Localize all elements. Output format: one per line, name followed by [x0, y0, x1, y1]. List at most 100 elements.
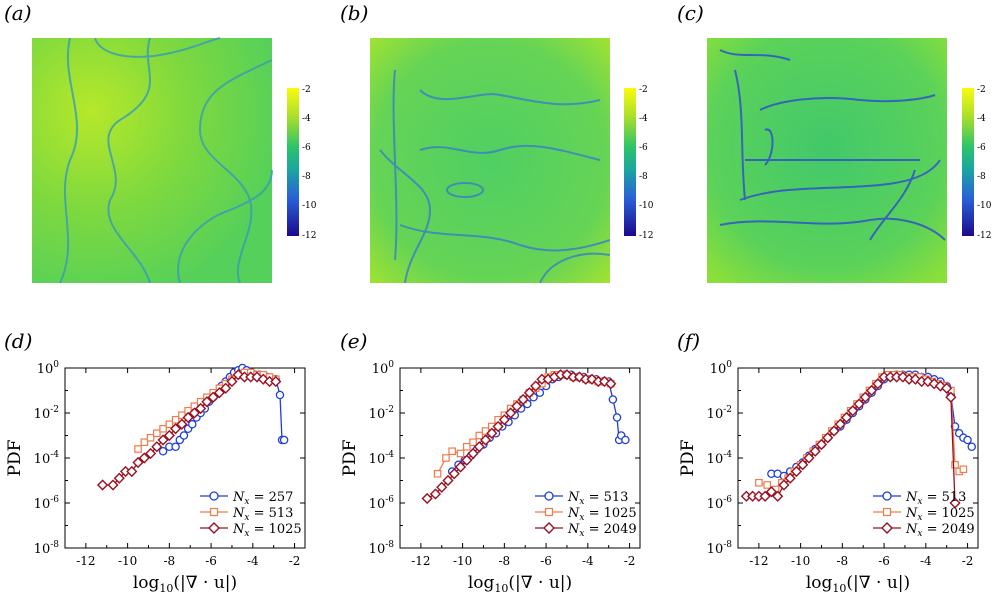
- field-image-b: [370, 38, 610, 283]
- data-point-diamond: [772, 490, 784, 502]
- data-point-diamond: [201, 396, 213, 408]
- data-point-diamond: [759, 490, 771, 502]
- data-point-square: [171, 415, 180, 424]
- data-point-diamond: [473, 441, 485, 453]
- x-tick-label: -6: [205, 554, 217, 568]
- data-point-circle: [179, 431, 189, 440]
- data-point-diamond: [226, 375, 238, 388]
- cb-b-tick-2: -6: [639, 143, 648, 153]
- data-point-diamond: [505, 407, 517, 419]
- data-point-diamond: [778, 479, 790, 491]
- series-line-2: [426, 374, 612, 500]
- data-point-diamond: [928, 378, 940, 390]
- data-point-diamond: [847, 405, 859, 417]
- cb-a-tick-4: -10: [302, 201, 317, 211]
- data-point-diamond: [442, 474, 454, 487]
- legend-label: Nx = 2049: [905, 522, 975, 539]
- data-point-diamond: [865, 384, 878, 397]
- data-point-square: [469, 438, 477, 447]
- data-point-diamond: [163, 429, 175, 442]
- data-point-circle: [621, 435, 630, 445]
- x-tick-label: -4: [247, 554, 259, 568]
- data-point-diamond: [126, 465, 138, 478]
- cb-a-tick-0: -2: [302, 85, 311, 95]
- y-tick-label: 10-8: [34, 540, 60, 557]
- x-tick-label: -10: [791, 554, 810, 568]
- data-point-square: [462, 442, 471, 451]
- cb-c-tick-3: -8: [977, 172, 986, 182]
- data-point-circle: [608, 395, 618, 404]
- legend-marker-diamond: [208, 522, 220, 534]
- x-tick-label: -2: [289, 554, 301, 568]
- x-tick-label: -8: [163, 554, 175, 568]
- cb-b-tick-3: -8: [639, 172, 648, 182]
- x-tick-label: -4: [920, 554, 932, 568]
- data-point-diamond: [945, 391, 957, 403]
- cb-a-tick-3: -8: [302, 172, 311, 182]
- y-tick-label: 10-6: [707, 495, 733, 512]
- data-point-diamond: [941, 382, 953, 394]
- plot-frame: [737, 367, 979, 549]
- data-point-diamond: [151, 441, 163, 453]
- data-point-square: [159, 424, 167, 433]
- data-point-circle: [171, 442, 180, 451]
- x-tick-label: -8: [836, 554, 848, 568]
- y-tick-label: 10-4: [34, 450, 60, 467]
- data-point-circle: [275, 390, 285, 400]
- panel-label-d: (d): [4, 329, 32, 353]
- panel-b: (b) -2 -4 -6 -8 -10 -12: [340, 1, 654, 284]
- data-point-square: [763, 481, 772, 489]
- data-point-diamond: [511, 400, 523, 412]
- data-point-square: [475, 431, 484, 440]
- x-tick-label: -10: [453, 554, 472, 568]
- y-tick-label: 10-8: [707, 540, 733, 557]
- data-point-diamond: [605, 378, 617, 390]
- data-point-square: [951, 460, 959, 469]
- panel-label-a: (a): [4, 1, 32, 25]
- legend-label: Nx = 513: [567, 490, 628, 507]
- data-point-diamond: [797, 459, 809, 471]
- data-point-diamond: [922, 375, 934, 388]
- colorbar-b: [624, 88, 636, 236]
- data-point-square: [456, 449, 465, 458]
- y-axis-label: PDF: [340, 439, 360, 476]
- data-point-diamond: [765, 486, 777, 498]
- data-point-diamond: [213, 387, 226, 399]
- x-axis-label: log10(|∇ · u|): [133, 573, 237, 595]
- data-point-diamond: [170, 423, 182, 435]
- y-axis-label: PDF: [5, 439, 25, 476]
- x-tick-label: -12: [749, 554, 768, 568]
- legend-marker-circle: [882, 491, 892, 501]
- legend-marker-circle: [544, 491, 554, 501]
- colorbar-ticks-a: -2 -4 -6 -8 -10 -12: [302, 85, 317, 241]
- colorbar-a: [287, 88, 299, 236]
- pdf-plot-e: -12 -10 -8 -6 -4 -2 100 10-2 10-4 10-6 10-8 PDF log1…: [340, 360, 641, 595]
- data-point-diamond: [859, 391, 871, 403]
- legend-marker-square: [882, 507, 892, 517]
- data-point-diamond: [479, 434, 492, 446]
- data-point-square: [165, 420, 174, 429]
- data-point-diamond: [454, 461, 467, 473]
- y-tick-label: 10-6: [369, 495, 395, 512]
- plot-frame: [64, 367, 306, 549]
- data-point-diamond: [461, 454, 473, 466]
- panel-label-e: (e): [340, 329, 367, 353]
- data-point-diamond: [429, 488, 442, 500]
- cb-b-tick-4: -10: [639, 201, 654, 211]
- legend-marker-circle: [209, 491, 219, 501]
- data-point-square: [959, 465, 968, 474]
- legend-marker-square: [544, 507, 554, 517]
- data-point-diamond: [809, 445, 821, 457]
- legend-label: Nx = 2049: [567, 522, 637, 539]
- x-axis-label: log10(|∇ · u|): [468, 573, 572, 595]
- data-point-diamond: [498, 414, 510, 426]
- y-tick-label: 10-4: [707, 450, 733, 467]
- data-point-square: [448, 447, 456, 456]
- data-point-diamond: [220, 382, 232, 394]
- panel-a: (a) -2 -4 -6 -8 -10 -12: [4, 1, 317, 284]
- data-point-diamond: [107, 479, 119, 491]
- data-point-square: [140, 438, 149, 447]
- data-point-diamond: [822, 432, 834, 444]
- colorbar-c: [962, 88, 974, 236]
- field-contours-a: [59, 37, 273, 284]
